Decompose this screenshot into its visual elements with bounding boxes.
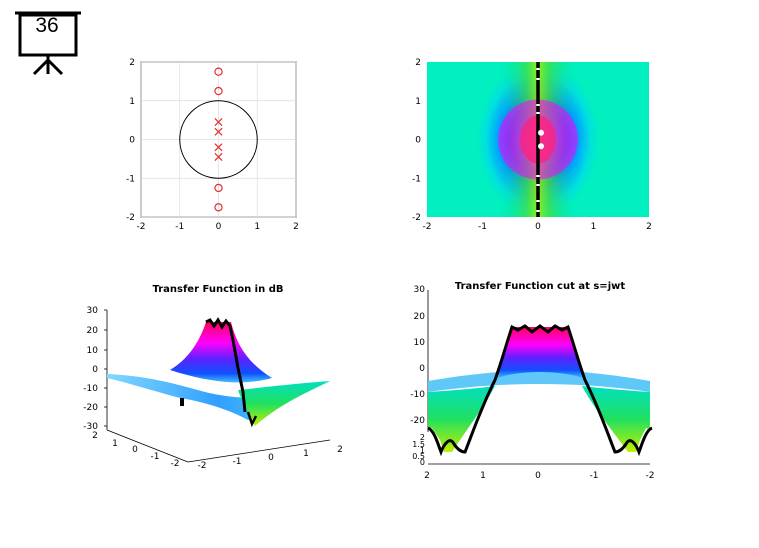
pz-y-tick-label: -1: [126, 174, 135, 184]
surface-y-tick-label: -1: [151, 452, 160, 462]
jw-cut-end: [180, 398, 184, 406]
side-z-tick-label: 20: [414, 312, 426, 322]
surface-z-tick-label: 30: [87, 306, 99, 316]
hm-x-tick-label: 0: [535, 222, 541, 232]
pole-marker-stroke: [214, 143, 223, 152]
jw-cut-tail: [246, 411, 258, 428]
surface-x-tick-label: 1: [303, 449, 309, 459]
pz-x-tick-label: -1: [175, 222, 184, 232]
y-axis-line: [106, 429, 189, 463]
side-peak: [497, 327, 583, 378]
x-axis-line: [187, 439, 331, 463]
pz-y-tick-label: -2: [126, 213, 135, 223]
unit-circle: [179, 100, 258, 179]
pole-highlight: [538, 129, 544, 136]
side-view-panel: Transfer Function cut at s=jwt3020100-10…: [410, 281, 654, 481]
surface-y-tick-label: 0: [132, 445, 138, 455]
pz-y-tick-label: 1: [129, 97, 135, 107]
pole-marker: [214, 143, 223, 152]
hm-x-tick-label: 2: [646, 222, 652, 232]
surface-y-tick-label: 2: [92, 431, 98, 441]
hm-y-tick-label: -1: [412, 174, 421, 184]
hm-y-tick-label: 0: [415, 136, 421, 146]
slide-number-badge: 36: [14, 10, 84, 80]
side-x-tick-label: -2: [646, 471, 655, 481]
pole-zero-panel: -2 -1 0 1 2 2 1 0 -1 -2: [126, 58, 299, 232]
hm-x-tick-label: -1: [478, 222, 487, 232]
surface-dip: [238, 381, 330, 426]
side-z-tick-label: -10: [410, 390, 425, 400]
hm-x-tick-label: -2: [423, 222, 432, 232]
surface-z-tick-label: 20: [87, 326, 99, 336]
pole-highlight: [538, 143, 544, 150]
surface-title: Transfer Function in dB: [152, 284, 283, 295]
surface-y-tick-label: 1: [112, 439, 118, 449]
side-y-tick-label: 1.5: [412, 440, 425, 449]
pole-marker-stroke: [214, 127, 223, 136]
side-x-tick-label: 1: [480, 471, 486, 481]
side-green-right: [582, 386, 650, 452]
pole-marker-stroke: [214, 118, 223, 127]
side-x-tick-label: -1: [590, 471, 599, 481]
side-y-tick-label: 2: [420, 433, 425, 442]
surface-panel: Transfer Function in dB3020100-10-20-302…: [83, 284, 343, 471]
side-z-tick-label: 0: [419, 364, 425, 374]
pz-y-tick-label: 2: [129, 58, 135, 68]
side-y-tick-label: 1: [420, 446, 425, 455]
zero-marker: [214, 203, 223, 212]
side-x-tick-label: 0: [535, 471, 541, 481]
pz-x-tick-label: 0: [216, 222, 222, 232]
side-title: Transfer Function cut at s=jwt: [455, 281, 626, 292]
zero-marker: [214, 86, 223, 96]
pz-x-tick-label: 1: [254, 222, 260, 232]
surface-x-tick-label: -1: [233, 457, 242, 467]
side-z-tick-label: 30: [414, 285, 426, 295]
jw-cut-curve: [205, 317, 247, 413]
surface-y-tick-label: -2: [171, 459, 180, 469]
surface-z-tick-label: -10: [83, 384, 98, 394]
surface-x-tick-label: 0: [268, 453, 274, 463]
hm-y-tick-label: -2: [412, 213, 421, 223]
side-y-tick-label: 0: [420, 458, 425, 467]
hm-x-tick-label: 1: [591, 222, 597, 232]
surface-z-tick-label: -30: [83, 422, 98, 432]
pole-marker-stroke: [214, 152, 223, 161]
zero-marker: [214, 67, 223, 76]
pz-y-tick-label: 0: [129, 136, 135, 146]
side-y-tick-label: 0.5: [412, 452, 425, 461]
surface-z-tick-label: -20: [83, 403, 98, 413]
pole-marker: [214, 152, 223, 161]
surface-peak: [170, 322, 272, 383]
pz-x-tick-label: 2: [293, 222, 299, 232]
side-z-tick-label: -20: [410, 416, 425, 426]
pz-x-tick-label: -2: [137, 222, 146, 232]
slide-number: 36: [35, 14, 59, 37]
surface-z-tick-label: 10: [87, 346, 99, 356]
heatmap-panel: -2 -1 0 1 2 2 1 0 -1 -2: [412, 58, 652, 232]
surface-x-tick-label: 2: [337, 445, 343, 455]
pole-marker: [214, 127, 223, 136]
hm-y-tick-label: 2: [415, 58, 421, 68]
side-green-left: [428, 386, 495, 452]
side-x-tick-label: 2: [424, 471, 430, 481]
side-jw-cut-curve: [427, 324, 653, 457]
surface-x-tick-label: -2: [198, 461, 207, 471]
side-sheet: [428, 370, 650, 392]
projector-screen-icon: [15, 11, 81, 76]
surface-sheet: [107, 374, 330, 420]
surface-z-tick-label: 0: [92, 365, 98, 375]
pole-marker: [214, 118, 223, 127]
hm-y-tick-label: 1: [415, 97, 421, 107]
side-z-tick-label: 10: [414, 338, 426, 348]
zero-marker: [214, 183, 223, 193]
